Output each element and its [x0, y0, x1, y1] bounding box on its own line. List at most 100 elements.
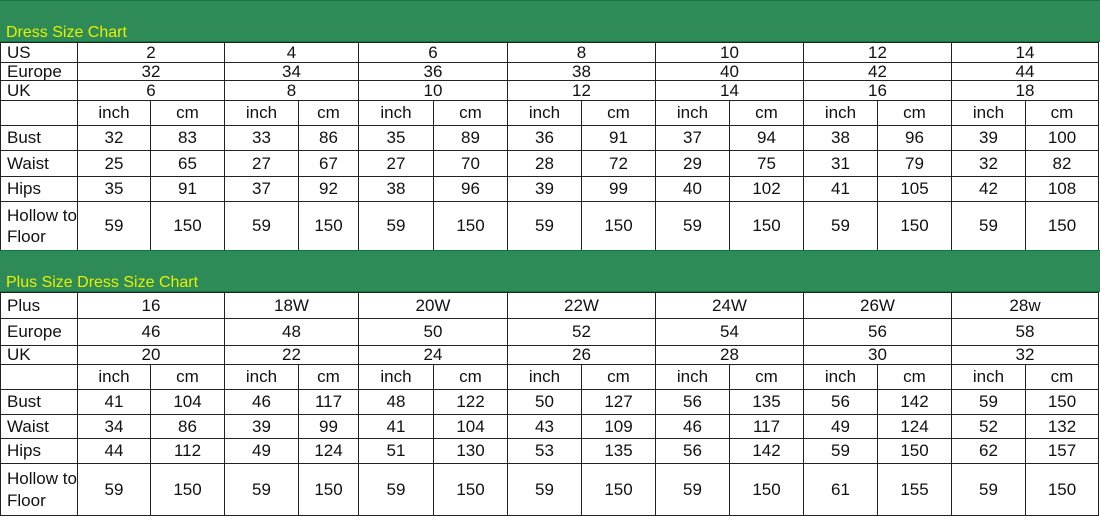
unit-header: cm	[877, 364, 952, 390]
measurement-value: 86	[298, 125, 359, 151]
measurement-value: 99	[298, 414, 359, 439]
measurement-value: 59	[803, 201, 878, 251]
measurement-value: 59	[358, 463, 434, 516]
measurement-value: 56	[655, 438, 730, 464]
size-cell: 56	[803, 318, 952, 346]
measurement-value: 50	[507, 389, 582, 415]
measurement-value: 59	[224, 201, 299, 251]
unit-header: inch	[358, 100, 434, 126]
measurement-value: 75	[729, 150, 804, 177]
measurement-value: 49	[224, 438, 299, 464]
measurement-value: 150	[1025, 201, 1099, 251]
measurement-value: 117	[729, 414, 804, 439]
measurement-value: 91	[581, 125, 656, 151]
unit-header: cm	[433, 364, 508, 390]
measurement-value: 59	[77, 201, 151, 251]
measurement-label: Hollow to Floor	[0, 463, 78, 516]
measurement-value: 104	[150, 389, 225, 415]
size-cell: 26	[507, 345, 656, 365]
measurement-value: 91	[150, 176, 225, 202]
measurement-value: 40	[655, 176, 730, 202]
row-label: Europe	[0, 318, 78, 346]
measurement-value: 104	[433, 414, 508, 439]
unit-header: cm	[729, 364, 804, 390]
measurement-value: 150	[433, 463, 508, 516]
unit-header: inch	[951, 100, 1026, 126]
size-cell: 22	[224, 345, 359, 365]
measurement-value: 124	[877, 414, 952, 439]
size-cell: 16	[803, 80, 952, 101]
unit-header: inch	[655, 364, 730, 390]
measurement-value: 46	[224, 389, 299, 415]
corner-cell	[0, 100, 78, 126]
unit-header: inch	[803, 100, 878, 126]
measurement-value: 25	[77, 150, 151, 177]
size-cell: 40	[655, 62, 804, 81]
measurement-value: 62	[951, 438, 1026, 464]
measurement-value: 36	[507, 125, 582, 151]
size-cell: 26W	[803, 292, 952, 319]
measurement-label: Bust	[0, 389, 78, 415]
measurement-value: 142	[729, 438, 804, 464]
measurement-value: 102	[729, 176, 804, 202]
measurement-value: 41	[77, 389, 151, 415]
measurement-value: 86	[150, 414, 225, 439]
unit-header: cm	[729, 100, 804, 126]
unit-header: inch	[507, 364, 582, 390]
size-cell: 2	[77, 42, 225, 63]
size-cell: 16	[77, 292, 225, 319]
row-label: UK	[0, 80, 78, 101]
measurement-label: Bust	[0, 125, 78, 151]
unit-header: inch	[77, 364, 151, 390]
measurement-value: 150	[729, 463, 804, 516]
measurement-value: 130	[433, 438, 508, 464]
measurement-value: 150	[581, 463, 656, 516]
measurement-value: 53	[507, 438, 582, 464]
measurement-label: Hips	[0, 176, 78, 202]
unit-header: inch	[655, 100, 730, 126]
measurement-value: 38	[803, 125, 878, 151]
measurement-value: 59	[951, 463, 1026, 516]
measurement-value: 82	[1025, 150, 1099, 177]
measurement-value: 59	[951, 389, 1026, 415]
measurement-value: 108	[1025, 176, 1099, 202]
measurement-value: 32	[951, 150, 1026, 177]
size-cell: 32	[77, 62, 225, 81]
size-cell: 52	[507, 318, 656, 346]
measurement-value: 59	[507, 201, 582, 251]
size-cell: 36	[358, 62, 508, 81]
unit-header: inch	[224, 364, 299, 390]
size-cell: 14	[655, 80, 804, 101]
measurement-value: 72	[581, 150, 656, 177]
unit-header: inch	[803, 364, 878, 390]
measurement-value: 83	[150, 125, 225, 151]
size-cell: 12	[507, 80, 656, 101]
size-cell: 32	[951, 345, 1099, 365]
unit-header: inch	[77, 100, 151, 126]
measurement-value: 150	[150, 463, 225, 516]
measurement-value: 44	[77, 438, 151, 464]
measurement-value: 117	[298, 389, 359, 415]
unit-header: cm	[433, 100, 508, 126]
size-cell: 58	[951, 318, 1099, 346]
measurement-value: 37	[655, 125, 730, 151]
measurement-value: 61	[803, 463, 878, 516]
measurement-label: Hips	[0, 438, 78, 464]
measurement-value: 39	[507, 176, 582, 202]
size-cell: 54	[655, 318, 804, 346]
row-label: Europe	[0, 62, 78, 81]
row-label: US	[0, 42, 78, 63]
size-cell: 20W	[358, 292, 508, 319]
size-cell: 6	[358, 42, 508, 63]
measurement-value: 51	[358, 438, 434, 464]
size-cell: 24W	[655, 292, 804, 319]
measurement-value: 155	[877, 463, 952, 516]
measurement-value: 37	[224, 176, 299, 202]
measurement-value: 122	[433, 389, 508, 415]
measurement-value: 27	[224, 150, 299, 177]
measurement-value: 150	[877, 438, 952, 464]
measurement-value: 135	[581, 438, 656, 464]
measurement-value: 48	[358, 389, 434, 415]
size-cell: 42	[803, 62, 952, 81]
measurement-value: 39	[951, 125, 1026, 151]
